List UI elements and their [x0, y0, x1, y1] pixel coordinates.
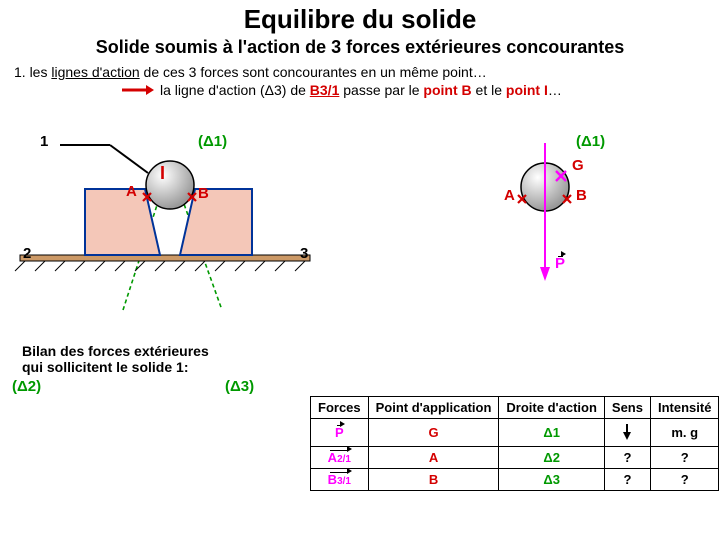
table-row: A2/1 A Δ2 ? ? [311, 447, 719, 469]
l2f: point I [506, 82, 548, 98]
label-A-left: A [126, 183, 137, 200]
label-P: P [555, 255, 565, 272]
page-title: Equilibre du solide [0, 0, 720, 35]
cell-dr2: Δ3 [499, 469, 605, 491]
th-forces: Forces [311, 397, 369, 419]
footer-text: Bilan des forces extérieures qui sollici… [22, 343, 720, 375]
line1-post: de ces 3 forces sont concourantes en un … [140, 64, 487, 80]
cell-dr1: Δ2 [499, 447, 605, 469]
table-row: B3/1 B Δ3 ? ? [311, 469, 719, 491]
l2c: passe par le [339, 82, 423, 98]
cell-f0: P [311, 419, 369, 447]
cell-i1: ? [650, 447, 718, 469]
line1-underlined: lignes d'action [51, 64, 139, 80]
text-line-2: la ligne d'action (Δ3) de B3/1 passe par… [120, 82, 720, 99]
line1-pre: 1. les [14, 64, 51, 80]
th-point: Point d'application [368, 397, 499, 419]
cell-s0 [604, 419, 650, 447]
table-row: P G Δ1 m. g [311, 419, 719, 447]
diagram-svg [0, 105, 720, 315]
label-3: 3 [300, 245, 308, 262]
footer-l2: qui sollicitent le solide 1: [22, 359, 720, 375]
label-B-right: B [576, 187, 587, 204]
cell-f1: A2/1 [311, 447, 369, 469]
vec-P: P [555, 255, 565, 272]
footer-l1: Bilan des forces extérieures [22, 343, 720, 359]
text-line-1: 1. les lignes d'action de ces 3 forces s… [14, 64, 720, 80]
cell-s1: ? [604, 447, 650, 469]
label-B-left: B [198, 185, 209, 202]
table-header-row: Forces Point d'application Droite d'acti… [311, 397, 719, 419]
label-d2: (Δ2) [12, 378, 41, 395]
cell-pt0: G [368, 419, 499, 447]
label-d3: (Δ3) [225, 378, 254, 395]
l2e: et le [472, 82, 506, 98]
label-G: G [572, 157, 584, 174]
cell-pt1: A [368, 447, 499, 469]
forces-table: Forces Point d'application Droite d'acti… [310, 396, 719, 491]
label-1: 1 [40, 133, 48, 150]
l2g: … [548, 82, 562, 98]
arrow-icon [120, 83, 154, 99]
th-sens: Sens [604, 397, 650, 419]
label-2: 2 [23, 245, 31, 262]
cell-s2: ? [604, 469, 650, 491]
l2d: point B [423, 82, 471, 98]
cell-i2: ? [650, 469, 718, 491]
cell-pt2: B [368, 469, 499, 491]
label-d1b: (Δ1) [576, 133, 605, 150]
th-intensite: Intensité [650, 397, 718, 419]
label-I: I [160, 163, 165, 184]
cell-f2: B3/1 [311, 469, 369, 491]
l2a: la ligne d'action (Δ3) de [160, 82, 310, 98]
l2b: B3/1 [310, 82, 340, 98]
cell-dr0: Δ1 [499, 419, 605, 447]
page-subtitle: Solide soumis à l'action de 3 forces ext… [0, 37, 720, 58]
cell-i0: m. g [650, 419, 718, 447]
th-droite: Droite d'action [499, 397, 605, 419]
diagram-area: 1 (Δ1) (Δ1) 2 3 A B I A B G P [0, 105, 720, 315]
label-d1a: (Δ1) [198, 133, 227, 150]
label-A-right: A [504, 187, 515, 204]
